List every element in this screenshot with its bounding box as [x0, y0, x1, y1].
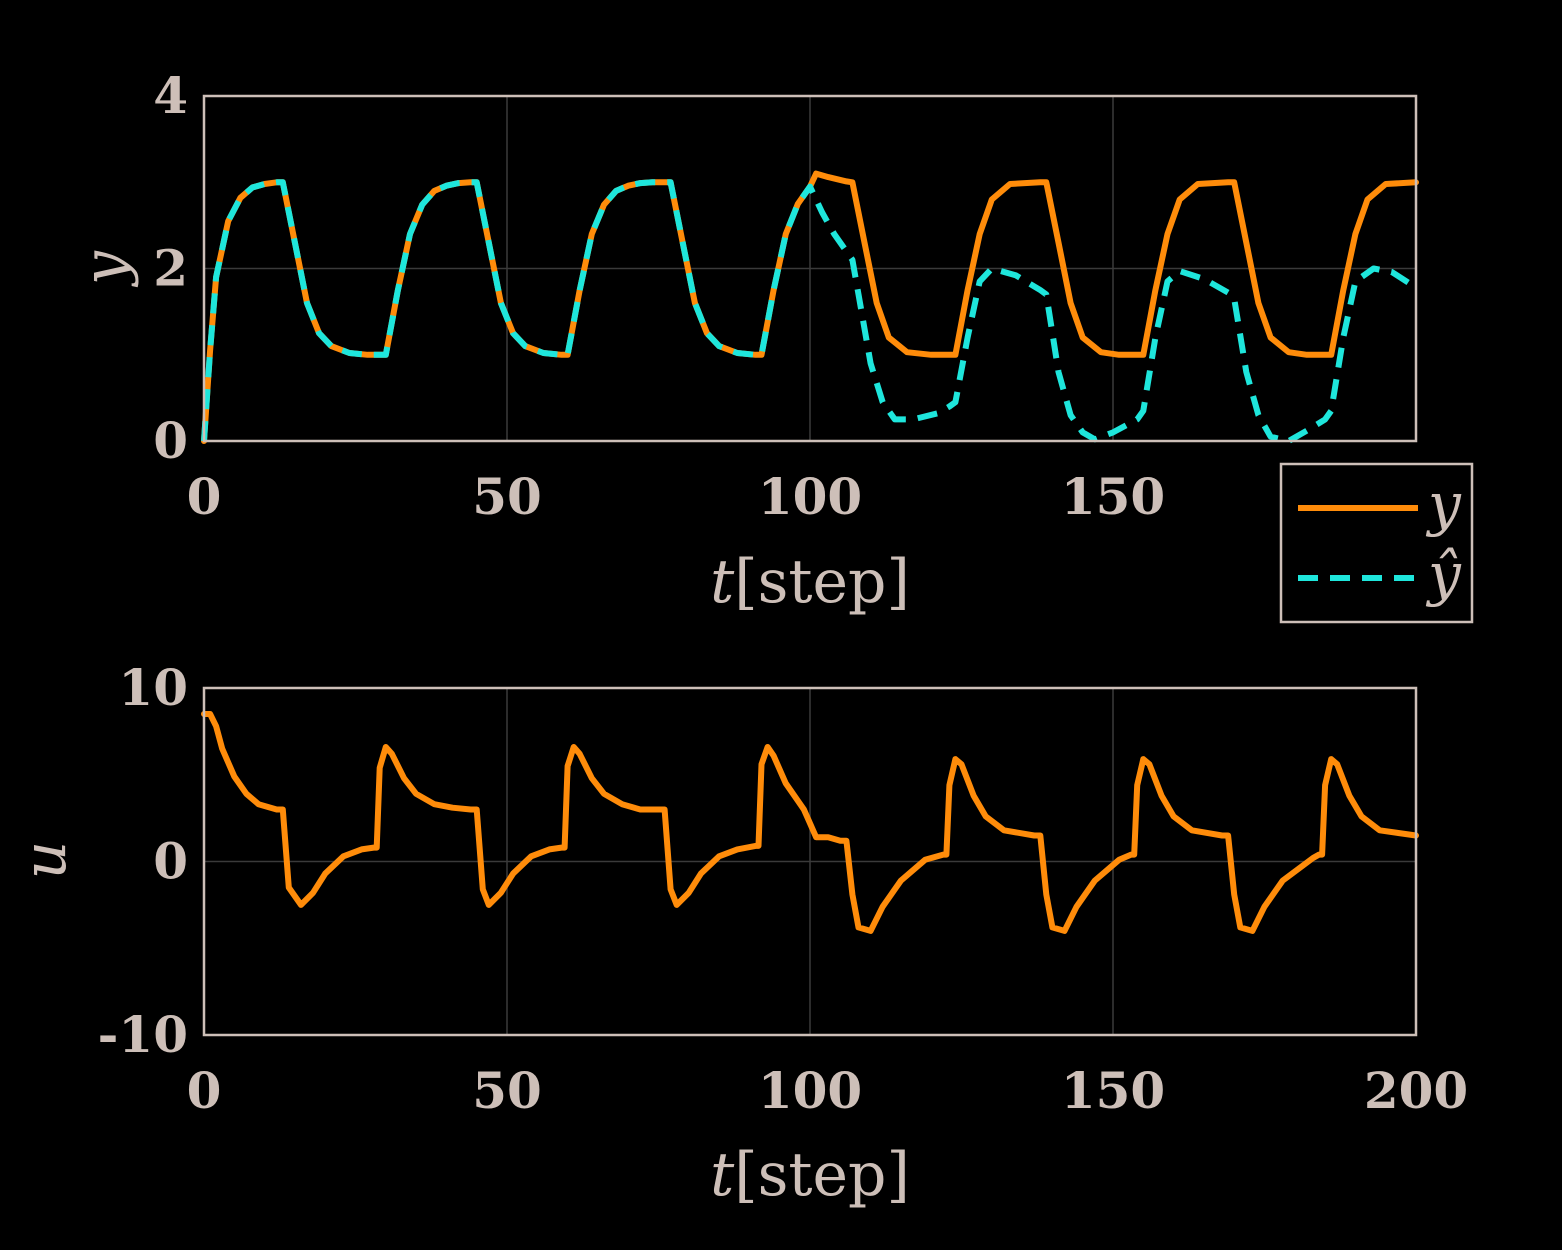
bottom-x-axis-unit: [step]	[734, 1140, 910, 1210]
bottom-x-tick-label: 150	[1061, 1061, 1165, 1120]
bottom-x-tick-label: 0	[187, 1061, 222, 1120]
bottom-y-tick-label: -10	[98, 1005, 188, 1064]
legend: y ŷ	[1279, 462, 1474, 624]
top-y-tick-label: 4	[153, 66, 188, 125]
top-axes-frame	[202, 94, 1418, 443]
bottom-y-axis-label: u	[10, 841, 80, 880]
top-y-tick-label: 0	[153, 411, 188, 470]
top-series-line-yhat	[201, 179, 1418, 444]
bottom-axes-frame	[202, 686, 1418, 1037]
bottom-y-tick-label: 10	[118, 658, 188, 717]
bottom-y-tick-label: 0	[153, 832, 188, 891]
top-x-axis-var: t	[710, 547, 735, 617]
bottom-y-ticks: -10 0 10	[98, 658, 188, 1064]
bottom-x-axis-label: t[step]	[710, 1140, 910, 1210]
top-x-axis-label: t[step]	[710, 547, 910, 617]
top-x-tick-label: 100	[758, 467, 862, 526]
top-y-tick-label: 2	[153, 239, 188, 298]
top-y-ticks: 0 2 4	[153, 66, 188, 470]
top-plot: 0 50 100 150 0 2 4 t[step] y	[70, 66, 1419, 617]
top-series	[201, 170, 1419, 444]
top-x-tick-label: 0	[187, 467, 222, 526]
bottom-x-axis-var: t	[710, 1140, 735, 1210]
legend-box	[1279, 462, 1474, 624]
top-x-tick-label: 150	[1061, 467, 1165, 526]
top-x-tick-label: 50	[472, 467, 542, 526]
bottom-x-tick-label: 200	[1364, 1061, 1468, 1120]
top-grid	[204, 96, 1416, 441]
bottom-series-line-u	[201, 711, 1419, 934]
bottom-series	[201, 711, 1419, 934]
legend-label-yhat: ŷ	[1425, 540, 1462, 608]
bottom-x-tick-label: 50	[472, 1061, 542, 1120]
legend-label-y: y	[1425, 470, 1462, 538]
top-x-ticks: 0 50 100 150	[187, 467, 1166, 526]
top-y-axis-label: y	[70, 250, 140, 288]
bottom-x-ticks: 0 50 100 150 200	[187, 1061, 1469, 1120]
bottom-x-tick-label: 100	[758, 1061, 862, 1120]
top-x-axis-unit: [step]	[734, 547, 910, 617]
